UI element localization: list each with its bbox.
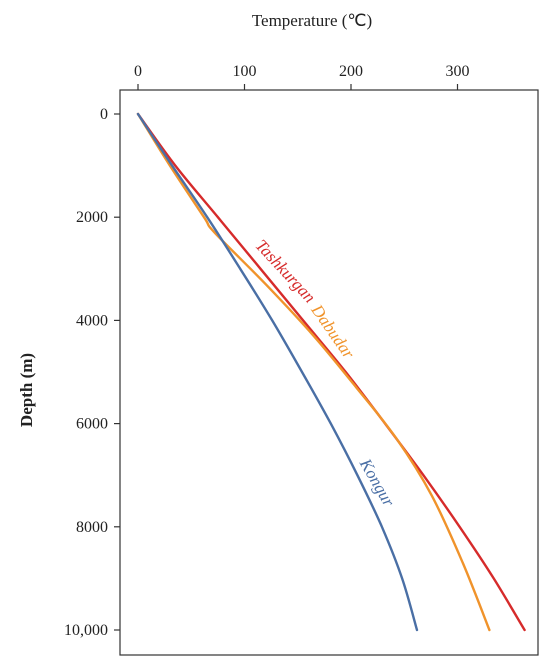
series-lines	[136, 112, 526, 632]
y-tick-label: 10,000	[64, 622, 108, 639]
y-tick-label: 4000	[76, 312, 108, 329]
plot-frame	[119, 89, 539, 656]
y-axis-title: Depth (m)	[17, 353, 36, 427]
series-label-dabudar: Dabudar	[307, 300, 359, 362]
series-line-dabudar	[136, 112, 491, 632]
axes	[119, 89, 539, 656]
ticks: 0 100 200 300 0 2000 4000 6000 8000 10,000	[64, 63, 470, 639]
series-line-kongur	[136, 112, 419, 632]
series-line-tashkurgan	[136, 112, 526, 632]
x-tick-label: 0	[134, 63, 142, 80]
y-tick-label: 2000	[76, 209, 108, 226]
y-tick-label: 6000	[76, 416, 108, 433]
y-tick-label: 0	[100, 106, 108, 123]
y-tick-label: 8000	[76, 519, 108, 536]
x-tick-label: 100	[233, 63, 257, 80]
x-axis-title: Temperature (℃)	[252, 11, 372, 30]
x-tick-label: 300	[446, 63, 470, 80]
x-tick-label: 200	[339, 63, 363, 80]
